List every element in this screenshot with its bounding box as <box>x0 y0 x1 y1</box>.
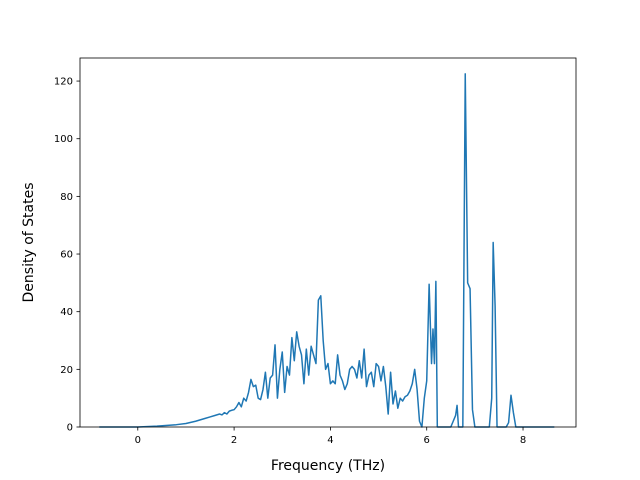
y-tick-label: 80 <box>60 192 73 203</box>
y-tick-label: 20 <box>60 365 73 376</box>
x-axis-ticks: 0 2 4 6 8 <box>135 427 526 446</box>
y-axis-ticks: 0 20 40 60 80 100 120 <box>54 77 80 434</box>
y-tick-label: 120 <box>54 77 73 88</box>
y-tick-label: 60 <box>60 250 73 261</box>
dos-series-line <box>99 73 555 428</box>
x-tick-label: 0 <box>135 435 141 446</box>
x-axis-label: Frequency (THz) <box>271 458 385 474</box>
x-tick-label: 4 <box>327 435 333 446</box>
x-tick-label: 6 <box>424 435 430 446</box>
y-tick-label: 0 <box>67 423 73 434</box>
y-axis-label: Density of States <box>21 183 37 303</box>
y-tick-label: 100 <box>54 134 73 145</box>
plot-line-layer <box>99 73 555 428</box>
y-tick-label: 40 <box>60 307 73 318</box>
x-tick-label: 8 <box>520 435 526 446</box>
plot-frame <box>79 57 577 428</box>
x-tick-label: 2 <box>231 435 237 446</box>
